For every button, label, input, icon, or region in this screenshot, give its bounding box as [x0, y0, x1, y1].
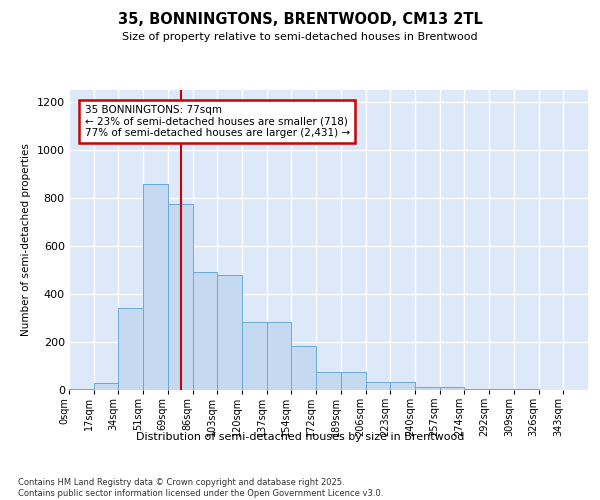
Bar: [316, 372, 341, 390]
Bar: [193, 272, 217, 390]
Bar: [69, 389, 94, 390]
Bar: [365, 382, 390, 390]
Text: 35 BONNINGTONS: 77sqm
← 23% of semi-detached houses are smaller (718)
77% of sem: 35 BONNINGTONS: 77sqm ← 23% of semi-deta…: [85, 105, 350, 138]
Text: Distribution of semi-detached houses by size in Brentwood: Distribution of semi-detached houses by …: [136, 432, 464, 442]
Bar: [415, 387, 440, 390]
Bar: [242, 322, 267, 390]
Bar: [217, 275, 242, 390]
Bar: [168, 204, 193, 390]
Text: 35, BONNINGTONS, BRENTWOOD, CM13 2TL: 35, BONNINGTONS, BRENTWOOD, CM13 2TL: [118, 12, 482, 28]
Bar: [489, 389, 514, 390]
Bar: [94, 383, 118, 390]
Bar: [143, 184, 168, 390]
Y-axis label: Number of semi-detached properties: Number of semi-detached properties: [21, 144, 31, 336]
Bar: [267, 322, 292, 390]
Bar: [464, 389, 489, 390]
Bar: [118, 308, 143, 390]
Bar: [514, 389, 539, 390]
Text: Contains HM Land Registry data © Crown copyright and database right 2025.
Contai: Contains HM Land Registry data © Crown c…: [18, 478, 383, 498]
Bar: [341, 372, 365, 390]
Bar: [292, 346, 316, 390]
Bar: [390, 382, 415, 390]
Bar: [440, 387, 464, 390]
Text: Size of property relative to semi-detached houses in Brentwood: Size of property relative to semi-detach…: [122, 32, 478, 42]
